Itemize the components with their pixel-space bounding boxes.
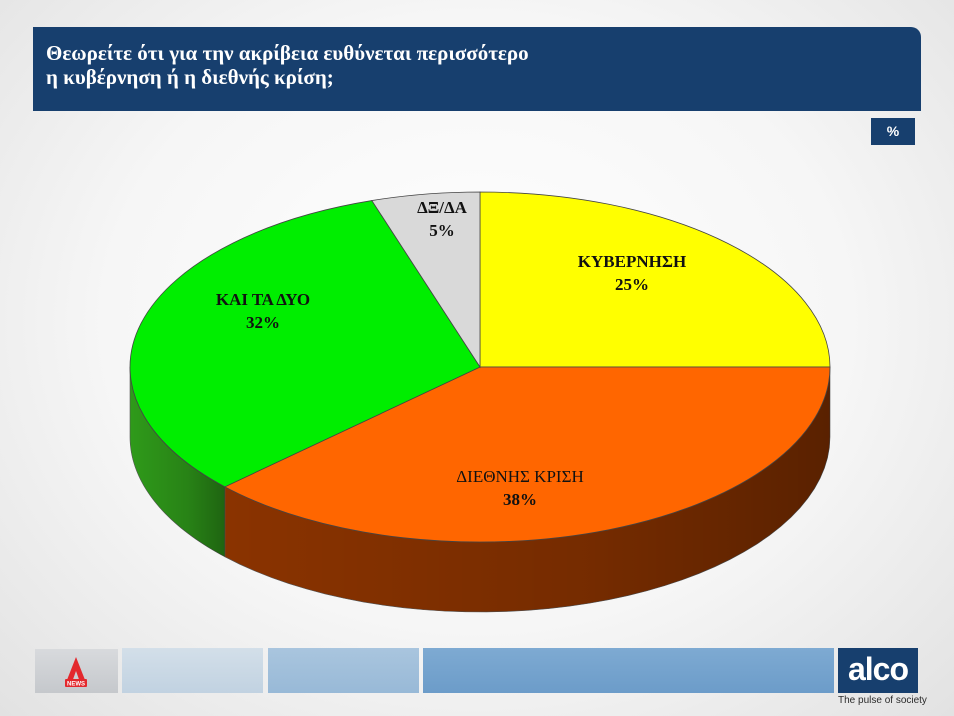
footer-tile-2 (268, 648, 419, 693)
pie-side-shade-διεθνης-κριση (224, 367, 831, 612)
pie-side-walls (129, 366, 831, 613)
pie-top-faces (129, 191, 831, 543)
slice-label-και-τα-δυο: ΚΑΙ ΤΑ ΔΥΟ (216, 290, 310, 309)
pie-slice-και-τα-δυο (129, 200, 481, 488)
footer-tile-3 (423, 648, 834, 693)
slice-label-δξ-δα: ΔΞ/ΔΑ (417, 198, 468, 217)
title-bar: Θεωρείτε ότι για την ακρίβεια ευθύνεται … (33, 27, 921, 111)
pie-slice-δξ-δα (371, 191, 481, 369)
alpha-news-logo: NEWS (65, 657, 87, 688)
pie-slice-διεθνης-κριση (223, 366, 831, 543)
alpha-logo-mark (65, 657, 87, 685)
footer-tile-1 (122, 648, 263, 693)
alco-tagline: The pulse of society (838, 695, 927, 706)
news-logo-panel: NEWS (35, 649, 118, 693)
slice-label-κυβερνηση: ΚΥΒΕΡΝΗΣΗ (578, 252, 686, 271)
slice-value-και-τα-δυο: 32% (246, 313, 280, 332)
pie-side-shade-και-τα-δυο (130, 367, 225, 557)
slice-value-διεθνης-κριση: 38% (503, 490, 537, 509)
news-logo-text: NEWS (67, 682, 85, 688)
unit-badge: % (871, 118, 915, 145)
slice-value-δξ-δα: 5% (429, 221, 455, 240)
slice-label-διεθνης-κριση: ΔΙΕΘΝΗΣ ΚΡΙΣΗ (456, 467, 584, 486)
slice-value-κυβερνηση: 25% (615, 275, 649, 294)
page-title-line-2: η κυβέρνηση ή η διεθνής κρίση; (46, 65, 334, 89)
alco-logo: alco (838, 648, 918, 693)
pie-labels: ΚΥΒΕΡΝΗΣΗ 25% ΔΙΕΘΝΗΣ ΚΡΙΣΗ 38% ΚΑΙ ΤΑ ΔΥΟ 32… (216, 198, 686, 509)
page-title-line-1: Θεωρείτε ότι για την ακρίβεια ευθύνεται … (46, 41, 529, 65)
pie-slice-κυβερνηση (479, 191, 831, 368)
pie-chart: ΚΥΒΕΡΝΗΣΗ 25% ΔΙΕΘΝΗΣ ΚΡΙΣΗ 38% ΚΑΙ ΤΑ ΔΥΟ 32… (129, 191, 831, 613)
